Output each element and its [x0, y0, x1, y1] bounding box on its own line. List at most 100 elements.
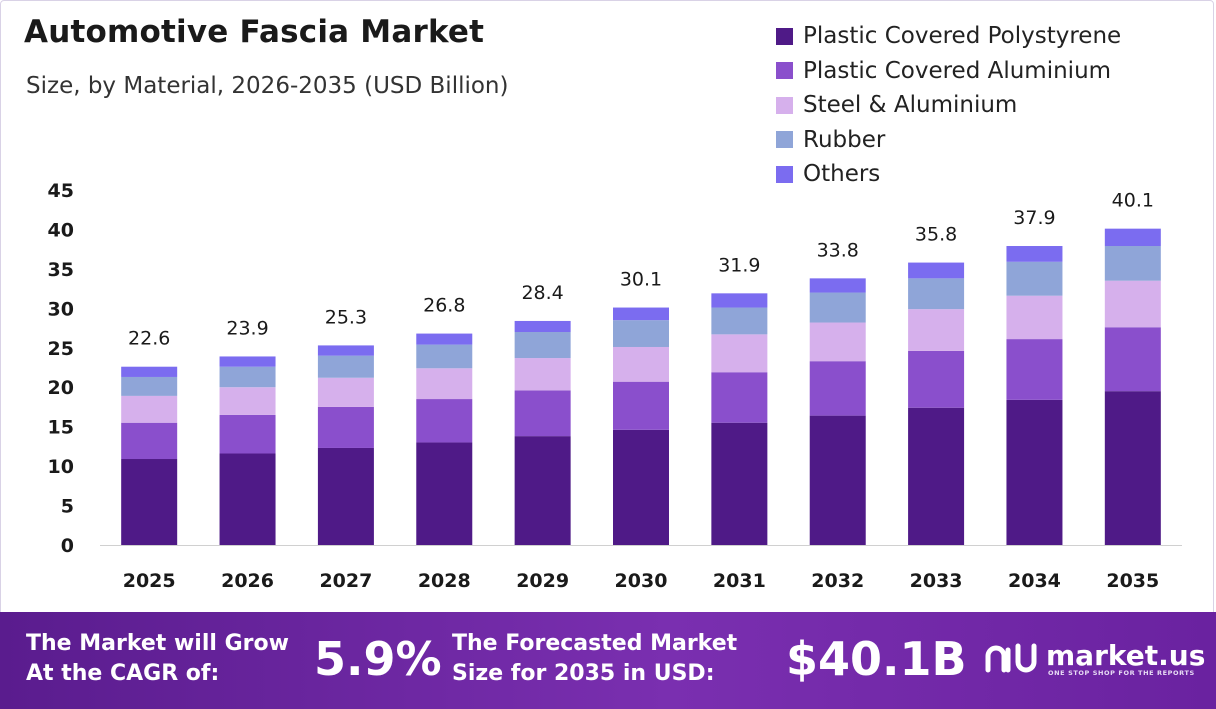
bar-segment [809, 322, 866, 362]
bar-total-label: 30.1 [620, 269, 662, 291]
bar-segment [809, 415, 866, 545]
bar-total-label: 23.9 [226, 317, 268, 339]
bar-segment [908, 350, 965, 408]
legend-label: Plastic Covered Polystyrene [803, 23, 1122, 50]
bar-segment [711, 422, 768, 545]
y-tick-label: 15 [48, 417, 74, 439]
legend-swatch [776, 62, 793, 80]
y-tick-label: 35 [48, 259, 74, 281]
bar-total-label: 28.4 [521, 282, 563, 304]
bar-segment [1006, 261, 1063, 296]
y-tick-label: 30 [48, 298, 74, 320]
legend-label: Rubber [803, 126, 886, 153]
bar-segment [317, 355, 374, 378]
legend-swatch [776, 131, 793, 149]
legend-item-plastic-covered-polystyrene: Plastic Covered Polystyrene [776, 19, 1121, 54]
bar-segment [711, 334, 768, 373]
cagr-label-line2: At the CAGR of: [26, 661, 220, 686]
bar-segment [1104, 327, 1161, 392]
bar-segment [514, 320, 571, 332]
bar-segment [317, 447, 374, 545]
x-tick-label: 2029 [516, 570, 569, 592]
bar-segment [219, 387, 276, 415]
bar-segment [416, 344, 473, 369]
market-us-logo-icon [985, 643, 1037, 673]
bar-segment [219, 356, 276, 367]
legend-label: Steel & Aluminium [803, 92, 1018, 119]
chart-legend: Plastic Covered Polystyrene Plastic Cove… [776, 19, 1121, 192]
legend-swatch [776, 165, 793, 183]
bar-segment [514, 390, 571, 437]
x-tick-label: 2034 [1008, 570, 1061, 592]
y-tick-label: 25 [48, 338, 74, 360]
legend-swatch [776, 27, 793, 45]
x-tick-label: 2025 [123, 570, 176, 592]
bar-total-label: 31.9 [718, 254, 760, 276]
bar-total-label: 26.8 [423, 295, 465, 317]
bar-segment [1104, 391, 1161, 545]
y-tick-label: 0 [61, 535, 74, 557]
forecast-label-line2: Size for 2035 in USD: [452, 661, 715, 686]
bar-segment [613, 381, 669, 430]
x-tick-label: 2033 [910, 570, 963, 592]
bar-segment [514, 358, 571, 391]
brand-name: market.us [1046, 639, 1206, 672]
y-tick-label: 20 [48, 377, 74, 399]
bar-total-label: 40.1 [1112, 190, 1154, 212]
chart-title: Automotive Fascia Market [24, 14, 485, 50]
bar-segment [613, 429, 669, 545]
x-tick-label: 2031 [713, 570, 766, 592]
bar-segment [121, 459, 178, 545]
bottom-banner: The Market will Grow At the CAGR of: 5.9… [0, 612, 1216, 709]
bar-segment [908, 407, 965, 545]
bar-segment [1006, 399, 1063, 545]
bar-segment [711, 293, 768, 308]
bar-segment [1104, 228, 1161, 247]
bar-segment [1104, 280, 1161, 328]
bar-total-label: 35.8 [915, 224, 957, 246]
bar-segment [1006, 339, 1063, 400]
x-tick-label: 2026 [221, 570, 274, 592]
bar-segment [1006, 246, 1063, 262]
bar-segment [416, 333, 473, 345]
x-tick-label: 2028 [418, 570, 471, 592]
cagr-label-line1: The Market will Grow [26, 631, 289, 656]
legend-item-others: Others [776, 157, 1121, 192]
stacked-bar-chart: 05101520253035404522.6202523.9202625.320… [48, 180, 1182, 592]
bar-segment [1104, 246, 1161, 281]
bar-segment [416, 399, 473, 443]
brand: market.us ONE STOP SHOP FOR THE REPORTS [984, 636, 1206, 677]
brand-tagline: ONE STOP SHOP FOR THE REPORTS [1048, 669, 1195, 677]
y-tick-label: 10 [48, 456, 74, 478]
bar-segment [514, 436, 571, 545]
bar-segment [711, 372, 768, 423]
bar-segment [809, 292, 866, 323]
bar-segment [416, 368, 473, 400]
bar-segment [613, 320, 669, 347]
bar-segment [317, 345, 374, 356]
x-tick-label: 2035 [1106, 570, 1159, 592]
bar-segment [317, 406, 374, 448]
bar-segment [514, 332, 571, 359]
bar-segment [908, 278, 965, 310]
bar-segment [219, 453, 276, 545]
bar-segment [908, 262, 965, 279]
y-tick-label: 5 [61, 496, 74, 518]
chart-subtitle: Size, by Material, 2026-2035 (USD Billio… [26, 73, 509, 99]
y-tick-label: 45 [48, 180, 74, 202]
legend-swatch [776, 96, 793, 114]
bar-segment [908, 309, 965, 351]
bar-segment [121, 422, 178, 460]
bar-segment [219, 414, 276, 454]
bar-segment [613, 307, 669, 321]
x-tick-label: 2032 [811, 570, 864, 592]
bar-segment [613, 346, 669, 382]
legend-item-steel-aluminium: Steel & Aluminium [776, 88, 1121, 123]
legend-label: Plastic Covered Aluminium [803, 57, 1112, 84]
legend-label: Others [803, 161, 881, 188]
legend-item-rubber: Rubber [776, 123, 1121, 158]
bar-total-label: 22.6 [128, 328, 170, 350]
bar-total-label: 25.3 [325, 306, 367, 328]
y-tick-label: 40 [48, 219, 74, 241]
bar-segment [121, 376, 178, 396]
